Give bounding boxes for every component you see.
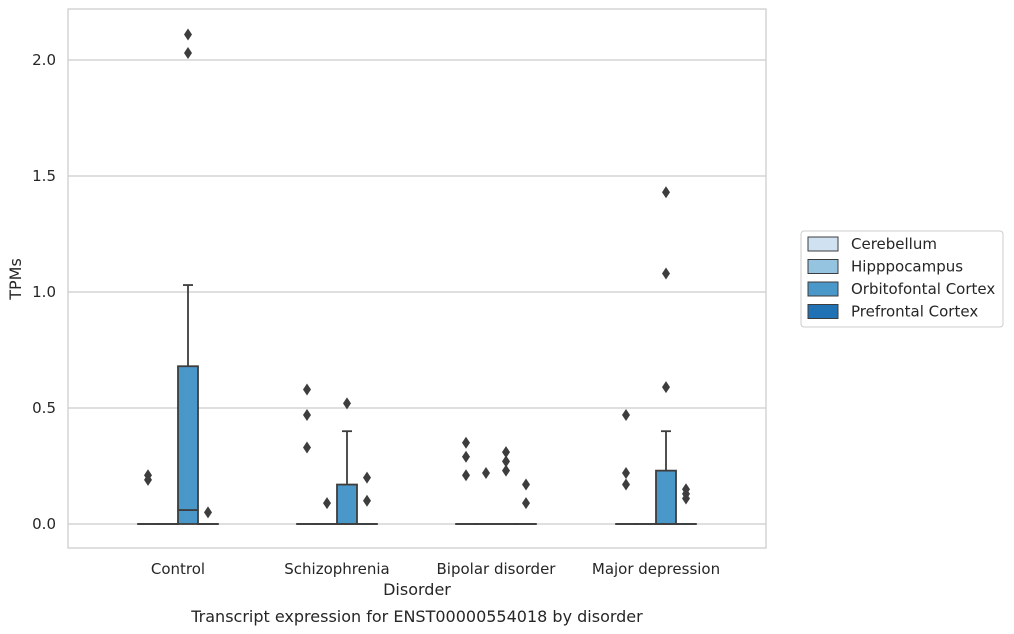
- box-group: [515, 478, 537, 525]
- box-group: [356, 471, 378, 525]
- outlier-point: [303, 408, 311, 421]
- x-tick-label: Major depression: [592, 560, 720, 578]
- outlier-point: [502, 455, 510, 468]
- box-group: [137, 469, 159, 525]
- outlier-point: [502, 446, 510, 459]
- box-group: [675, 483, 697, 525]
- legend-swatch: [807, 281, 839, 297]
- x-tick-label: Bipolar disorder: [437, 560, 557, 578]
- outlier-point: [622, 466, 630, 479]
- plot-frame: [67, 8, 767, 549]
- outlier-point: [204, 506, 212, 519]
- legend-frame: [800, 230, 1004, 328]
- outlier-point: [363, 471, 371, 484]
- outlier-point: [462, 450, 470, 463]
- box-group: [316, 497, 338, 525]
- box-group: [615, 408, 637, 525]
- legend-swatch: [807, 304, 839, 319]
- outlier-point: [303, 383, 311, 396]
- legend-label: Orbitofontal Cortex: [851, 280, 995, 298]
- outlier-point: [462, 469, 470, 482]
- y-tick-label: 2.0: [32, 51, 56, 69]
- legend-label: Hipppocampus: [851, 258, 963, 276]
- outlier-point: [303, 441, 311, 454]
- y-axis-label: TPMs: [6, 258, 25, 301]
- box-group: [197, 506, 219, 525]
- outlier-point: [502, 464, 510, 477]
- legend-label: Cerebellum: [851, 235, 937, 253]
- legend-swatch: [807, 236, 839, 252]
- x-tick-label: Control: [151, 560, 205, 578]
- box-group: [336, 397, 358, 525]
- grid-lines: [68, 59, 766, 525]
- outlier-point: [662, 267, 670, 280]
- outlier-point: [184, 47, 192, 60]
- box-body: [336, 483, 358, 525]
- legend-swatch: [807, 259, 839, 274]
- x-axis-label: Disorder: [383, 580, 451, 599]
- box-group: [495, 446, 517, 525]
- outlier-point: [682, 483, 690, 496]
- outlier-point: [363, 494, 371, 507]
- box-group: [296, 383, 318, 525]
- box-group: [655, 186, 677, 525]
- x-tick-label: Schizophrenia: [284, 560, 389, 578]
- outlier-point: [622, 408, 630, 421]
- outlier-point: [144, 469, 152, 482]
- box-group: [475, 466, 497, 525]
- outlier-point: [662, 381, 670, 394]
- y-tick-label: 0.0: [32, 515, 56, 533]
- x-tick-labels: Control Schizophrenia Bipolar disorder Majo…: [151, 560, 720, 578]
- box-group: [177, 28, 199, 525]
- outlier-point: [184, 28, 192, 41]
- outlier-point: [522, 478, 530, 491]
- outlier-point: [662, 186, 670, 199]
- legend: Cerebellum Hipppocampus Orbitofontal Corte…: [800, 230, 1004, 328]
- outlier-point: [522, 497, 530, 510]
- box-group: [455, 436, 477, 525]
- chart-caption: Transcript expression for ENST0000055401…: [190, 607, 643, 626]
- box-body: [655, 469, 677, 525]
- outlier-point: [482, 466, 490, 479]
- outlier-point: [462, 436, 470, 449]
- y-tick-label: 1.0: [32, 283, 56, 301]
- outlier-point: [323, 497, 331, 510]
- y-tick-label: 1.5: [32, 167, 56, 185]
- y-tick-label: 0.5: [32, 399, 56, 417]
- y-tick-labels: 0.0 0.5 1.0 1.5 2.0: [32, 51, 56, 533]
- box-series: [137, 28, 697, 525]
- outlier-point: [343, 397, 351, 410]
- box-body: [177, 365, 199, 525]
- legend-label: Prefrontal Cortex: [851, 303, 978, 321]
- outlier-point: [622, 478, 630, 491]
